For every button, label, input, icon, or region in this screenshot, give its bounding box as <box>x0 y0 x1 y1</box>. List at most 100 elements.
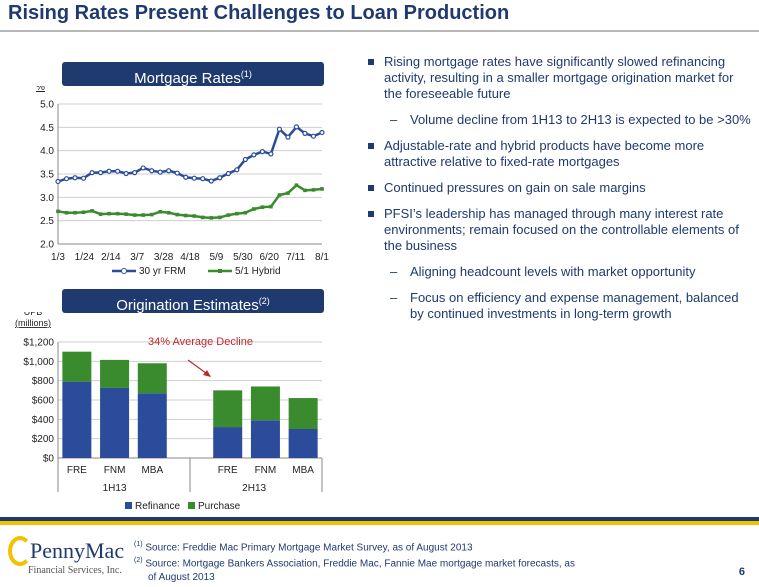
data-point <box>277 193 282 197</box>
footnote-1-text: Source: Freddie Mac Primary Mortgage Mar… <box>142 542 473 554</box>
legend-label-purchase: Purchase <box>198 501 241 512</box>
data-point <box>191 175 197 181</box>
data-point <box>259 148 265 155</box>
y-tick-label: $0 <box>43 454 55 465</box>
data-point <box>183 213 188 218</box>
data-point <box>243 210 248 215</box>
y-axis-label: % <box>36 86 45 93</box>
data-point <box>106 168 112 174</box>
data-point <box>124 212 128 216</box>
data-point <box>200 176 206 182</box>
legend-marker-hybrid <box>218 269 222 273</box>
x-tick-label: 6/20 <box>259 252 279 263</box>
x-tick-label: 2/14 <box>101 252 121 263</box>
bar-refinance <box>100 387 130 458</box>
x-tick-label: 1/3 <box>51 252 65 263</box>
bar-refinance <box>213 427 243 458</box>
footnote-1: (1) Source: Freddie Mac Primary Mortgage… <box>134 538 575 554</box>
sub-bullet-item: Focus on efficiency and expense manageme… <box>366 290 752 322</box>
page-number: 6 <box>738 566 745 578</box>
y-tick-label: 4.5 <box>40 123 54 134</box>
y-tick-label: $1,000 <box>23 357 54 368</box>
origination-header: Origination Estimates(2) <box>62 289 324 314</box>
x-tick-label: FRE <box>218 465 238 476</box>
data-point <box>55 178 61 185</box>
y-tick-label: $400 <box>32 415 55 426</box>
y-axis-label: UPB <box>24 312 43 317</box>
footnote-2-marker: (2) <box>134 557 143 565</box>
footnote-2-text: Source: Mortgage Bankers Association, Fr… <box>142 558 575 570</box>
footnote-1-marker: (1) <box>134 541 143 548</box>
sub-bullet-item: Aligning headcount levels with market op… <box>366 264 752 280</box>
mortgage-rates-header: Mortgage Rates(1) <box>62 62 324 87</box>
mortgage-rates-footnote-ref: (1) <box>240 69 252 79</box>
data-point <box>225 170 231 177</box>
data-point <box>269 204 273 209</box>
x-tick-label: 7/11 <box>286 252 305 263</box>
data-point <box>183 174 189 180</box>
bullet-list: Rising mortgage rates have significantly… <box>366 54 752 332</box>
x-tick-label: FNM <box>104 465 126 476</box>
data-point <box>200 215 205 220</box>
bar-purchase <box>62 351 92 382</box>
data-point <box>235 211 239 216</box>
annotation-label: 34% Average Decline <box>148 336 253 348</box>
x-tick-label: 5/30 <box>233 252 253 263</box>
x-tick-label: MBA <box>141 465 163 476</box>
x-tick-label: 4/18 <box>180 252 200 263</box>
y-tick-label: 2.0 <box>40 240 54 251</box>
y-tick-label: $1,200 <box>23 338 54 349</box>
data-point <box>166 168 172 174</box>
bar-purchase <box>137 363 167 394</box>
data-point <box>56 209 60 214</box>
data-point <box>141 213 145 217</box>
data-point <box>294 183 299 187</box>
bar-purchase <box>288 398 318 429</box>
data-point <box>89 169 95 176</box>
data-point <box>166 210 171 215</box>
x-tick-label: 3/28 <box>154 252 174 263</box>
legend-swatch-purchase <box>188 502 195 509</box>
bullet-item: Rising mortgage rates have significantly… <box>366 54 752 102</box>
bar-refinance <box>288 429 318 458</box>
legend-swatch-refinance <box>125 502 132 509</box>
data-point <box>286 191 290 195</box>
x-tick-label: 5/9 <box>209 252 223 263</box>
bar-purchase <box>250 386 280 421</box>
origination-title: Origination Estimates <box>116 297 259 314</box>
logo-wordmark: PennyMac <box>30 538 125 563</box>
bar-purchase <box>213 390 243 428</box>
data-point <box>90 209 94 213</box>
footnotes: (1) Source: Freddie Mac Primary Mortgage… <box>134 538 575 584</box>
sub-bullet-item: Volume decline from 1H13 to 2H13 is expe… <box>366 112 752 128</box>
mortgage-rates-chart: % 2.0 2.5 3.0 3.5 4.0 4.5 5.0 1/3 1/24 2/14 3/7 3/28… <box>36 86 329 277</box>
legend-marker-frm <box>121 268 127 274</box>
y-tick-label: 5.0 <box>40 100 54 111</box>
logo-subtitle: Financial Services, Inc. <box>28 565 122 576</box>
y-tick-label: $800 <box>32 376 55 387</box>
page-title: Rising Rates Present Challenges to Loan … <box>8 2 510 24</box>
data-point <box>226 213 231 217</box>
bullet-item: Continued pressures on gain on sale marg… <box>366 180 752 196</box>
data-point <box>157 169 163 175</box>
data-point <box>140 165 146 171</box>
data-point <box>293 124 300 130</box>
footer-rule-navy <box>0 517 759 521</box>
data-point <box>311 188 316 192</box>
data-point <box>149 168 155 174</box>
x-tick-label: 8/1 <box>315 252 329 263</box>
legend-label-hybrid: 5/1 Hybrid <box>235 266 281 277</box>
y-axis-label-units: (millions) <box>15 318 51 328</box>
bar-refinance <box>62 381 92 458</box>
data-point <box>285 134 291 140</box>
data-point <box>81 210 86 215</box>
data-point <box>175 212 180 217</box>
y-tick-label: 3.0 <box>40 193 54 204</box>
x-tick-label: 3/7 <box>130 252 144 263</box>
y-tick-label: $200 <box>32 434 55 445</box>
data-point <box>251 152 257 158</box>
y-tick-label: $600 <box>32 396 55 407</box>
bar-refinance <box>137 393 167 458</box>
data-point <box>208 178 214 184</box>
data-point <box>158 210 162 214</box>
